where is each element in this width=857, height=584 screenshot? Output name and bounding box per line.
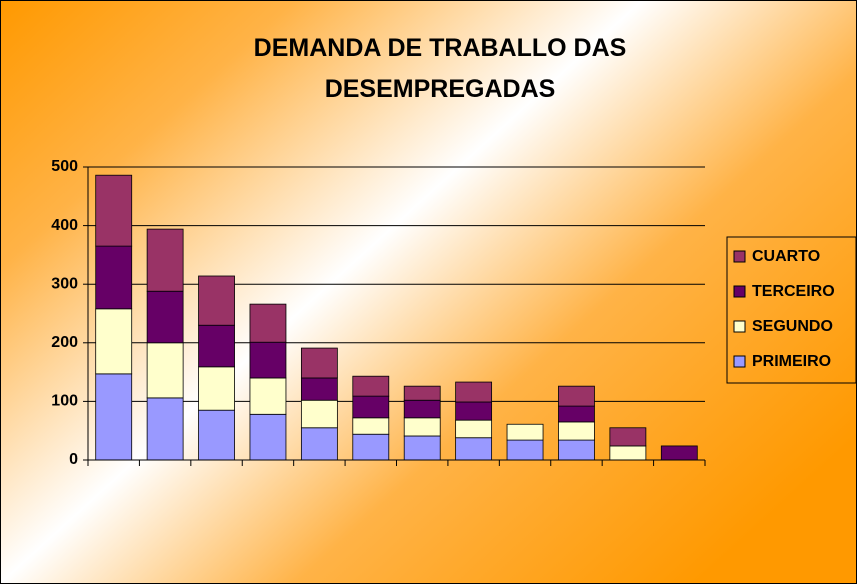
y-tick-label: 400 — [51, 217, 78, 234]
y-tick-label: 300 — [51, 275, 78, 292]
bar-segment — [146, 290, 184, 344]
legend-swatch — [733, 320, 746, 333]
bar-segment — [95, 174, 133, 247]
bar-segment — [558, 385, 595, 407]
bar-segment — [300, 347, 338, 379]
bar-segment — [95, 308, 133, 375]
bar-segment — [558, 405, 595, 423]
bar-segment — [403, 385, 441, 401]
bar-segment — [352, 433, 390, 461]
bar-segment — [558, 439, 595, 461]
y-tick-label: 500 — [51, 158, 78, 175]
bar-segment — [352, 417, 390, 435]
bar-segment — [249, 303, 287, 343]
bar-segment — [403, 399, 441, 419]
bar-segment — [146, 228, 184, 292]
bar-segment — [352, 395, 390, 419]
bar-segment — [506, 423, 544, 441]
bar-segment — [249, 341, 287, 379]
legend-label: SEGUNDO — [752, 318, 833, 335]
bar-segment — [300, 427, 338, 461]
y-tick-label: 200 — [51, 334, 78, 351]
bar-segment — [455, 381, 493, 403]
bar-segment — [300, 377, 338, 401]
legend-swatch — [733, 285, 746, 298]
bar-segment — [609, 445, 647, 461]
bar-segment — [95, 245, 133, 310]
bar-segment — [146, 342, 184, 399]
legend-swatch — [733, 355, 746, 368]
bar-segment — [352, 375, 390, 397]
bar-segment — [95, 373, 133, 461]
bar-segment — [146, 397, 184, 461]
bar-segment — [198, 275, 235, 326]
bar-segment — [455, 437, 493, 461]
bar-segment — [249, 413, 287, 461]
bar-segment — [506, 439, 544, 461]
y-tick-label: 100 — [51, 393, 78, 410]
legend-label: CUARTO — [752, 248, 820, 265]
bar-segment — [403, 435, 441, 461]
bar-segment — [455, 419, 493, 439]
bar-segment — [609, 427, 647, 447]
legend-swatch — [733, 250, 746, 263]
bar-segment — [198, 324, 235, 368]
legend-label: TERCEIRO — [752, 283, 835, 300]
bar-segment — [198, 409, 235, 461]
bar-segment — [300, 399, 338, 429]
y-tick-label: 0 — [69, 451, 78, 468]
bar-segment — [249, 377, 287, 415]
bar-segment — [455, 401, 493, 421]
legend-box — [726, 236, 857, 384]
bar-segment — [660, 445, 698, 461]
chart-title: DEMANDA DE TRABALLO DAS DESEMPREGADAS — [253, 34, 627, 103]
legend-label: PRIMEIRO — [752, 353, 831, 370]
bar-segment — [403, 417, 441, 437]
bar-segment — [198, 366, 235, 411]
bar-segment — [558, 421, 595, 441]
